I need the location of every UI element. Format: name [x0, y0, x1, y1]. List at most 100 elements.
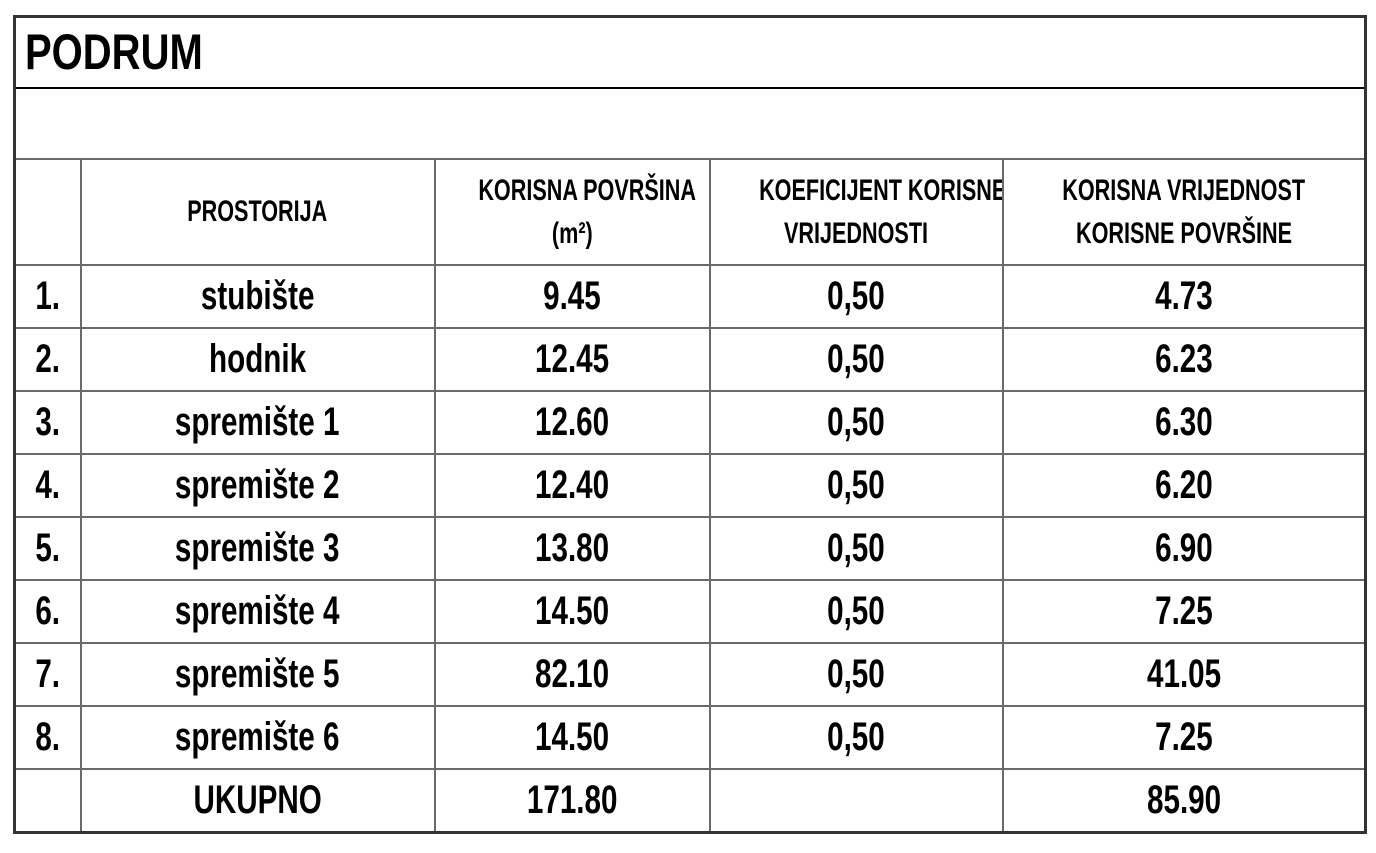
table-row: 8. spremište 6 14.50 0,50 7.25 [13, 704, 1367, 770]
row-number: 5. [35, 525, 61, 570]
spacer-cell [14, 87, 1366, 160]
useful-value: 6.23 [1154, 336, 1213, 381]
coef-value: 0,50 [827, 525, 885, 570]
total-label: UKUPNO [193, 777, 322, 822]
cell-coef: 0,50 [708, 326, 1004, 392]
cell-room: spremište 4 [79, 578, 436, 644]
cell-coef: 0,50 [708, 452, 1004, 518]
cell-value: 6.20 [1001, 452, 1367, 518]
area-value: 13.80 [534, 525, 610, 570]
total-area-value: 171.80 [526, 777, 618, 822]
title-cell: PODRUM [14, 16, 1366, 89]
room-name: spremište 2 [175, 462, 340, 507]
row-number: 4. [35, 462, 61, 507]
spacer-row [14, 87, 1366, 160]
room-name: stubište [200, 273, 315, 318]
area-value: 82.10 [534, 651, 610, 696]
cell-num: 7. [13, 641, 82, 707]
cell-num [13, 767, 82, 834]
cell-value: 41.05 [1001, 641, 1367, 707]
cell-num: 5. [13, 515, 82, 581]
table-total-row: UKUPNO 171.80 85.90 [13, 767, 1367, 834]
header-coef-label-line1: KOEFICIJENT KORISNE [758, 173, 1003, 207]
cell-value: 7.25 [1001, 704, 1367, 770]
table-row: 2. hodnik 12.45 0,50 6.23 [13, 326, 1367, 392]
cell-area: 82.10 [433, 641, 711, 707]
area-value: 14.50 [534, 714, 610, 759]
cell-num: 1. [13, 263, 82, 329]
table-row: 1. stubište 9.45 0,50 4.73 [13, 263, 1367, 329]
cell-area: 13.80 [433, 515, 711, 581]
cell-room: hodnik [79, 326, 436, 392]
cell-num: 8. [13, 704, 82, 770]
table-row: 6. spremište 4 14.50 0,50 7.25 [13, 578, 1367, 644]
useful-value: 41.05 [1146, 651, 1221, 696]
podrum-area-table: PODRUM PROSTORIJA KORISNA POVRŠINA (m²) … [13, 15, 1367, 834]
cell-value: 7.25 [1001, 578, 1367, 644]
cell-coef [708, 767, 1004, 834]
area-value: 12.40 [534, 462, 610, 507]
total-useful-value: 85.90 [1146, 777, 1221, 822]
area-value: 12.45 [534, 336, 610, 381]
cell-room: UKUPNO [79, 767, 436, 834]
header-cell-room: PROSTORIJA [79, 157, 436, 266]
row-number: 7. [35, 651, 61, 696]
table-row: 3. spremište 1 12.60 0,50 6.30 [13, 389, 1367, 455]
room-name: spremište 5 [175, 651, 340, 696]
useful-value: 6.30 [1154, 399, 1213, 444]
cell-coef: 0,50 [708, 704, 1004, 770]
cell-area: 12.45 [433, 326, 711, 392]
coef-value: 0,50 [827, 273, 885, 318]
page-title: PODRUM [25, 24, 203, 81]
header-coef-label-line2: VRIJEDNOSTI [783, 216, 929, 250]
useful-value: 7.25 [1154, 714, 1213, 759]
useful-value: 6.20 [1154, 462, 1213, 507]
cell-num: 3. [13, 389, 82, 455]
area-value: 14.50 [534, 588, 610, 633]
cell-value: 6.30 [1001, 389, 1367, 455]
table-row: 4. spremište 2 12.40 0,50 6.20 [13, 452, 1367, 518]
header-area-label-line2: (m²) [551, 216, 593, 250]
row-number: 6. [35, 588, 61, 633]
coef-value: 0,50 [827, 588, 885, 633]
room-name: spremište 4 [175, 588, 340, 633]
header-cell-area: KORISNA POVRŠINA (m²) [433, 157, 711, 266]
row-number: 2. [35, 336, 61, 381]
row-number: 1. [35, 273, 61, 318]
row-number: 3. [35, 399, 61, 444]
header-cell-num [13, 157, 82, 266]
coef-value: 0,50 [827, 336, 885, 381]
cell-area: 14.50 [433, 704, 711, 770]
cell-coef: 0,50 [708, 389, 1004, 455]
coef-value: 0,50 [827, 462, 885, 507]
room-name: spremište 6 [175, 714, 340, 759]
room-name: spremište 1 [175, 399, 340, 444]
title-row: PODRUM [14, 16, 1366, 89]
cell-coef: 0,50 [708, 515, 1004, 581]
area-value: 12.60 [534, 399, 610, 444]
header-area-label-line1: KORISNA POVRŠINA [477, 173, 696, 207]
cell-room: spremište 6 [79, 704, 436, 770]
cell-coef: 0,50 [708, 263, 1004, 329]
cell-room: spremište 2 [79, 452, 436, 518]
cell-area: 14.50 [433, 578, 711, 644]
useful-value: 6.90 [1154, 525, 1213, 570]
cell-coef: 0,50 [708, 641, 1004, 707]
cell-area: 12.60 [433, 389, 711, 455]
useful-value: 4.73 [1154, 273, 1213, 318]
cell-value: 6.23 [1001, 326, 1367, 392]
cell-area: 9.45 [433, 263, 711, 329]
table-header-row: PROSTORIJA KORISNA POVRŠINA (m²) KOEFICI… [13, 157, 1367, 266]
cell-room: spremište 3 [79, 515, 436, 581]
cell-num: 2. [13, 326, 82, 392]
cell-room: spremište 1 [79, 389, 436, 455]
cell-value: 85.90 [1001, 767, 1367, 834]
header-value-label-line1: KORISNA VRIJEDNOST [1062, 173, 1306, 207]
header-cell-value: KORISNA VRIJEDNOST KORISNE POVRŠINE [1001, 157, 1367, 266]
cell-area: 171.80 [433, 767, 711, 834]
room-name: hodnik [208, 336, 307, 381]
cell-coef: 0,50 [708, 578, 1004, 644]
row-number: 8. [35, 714, 61, 759]
cell-room: stubište [79, 263, 436, 329]
